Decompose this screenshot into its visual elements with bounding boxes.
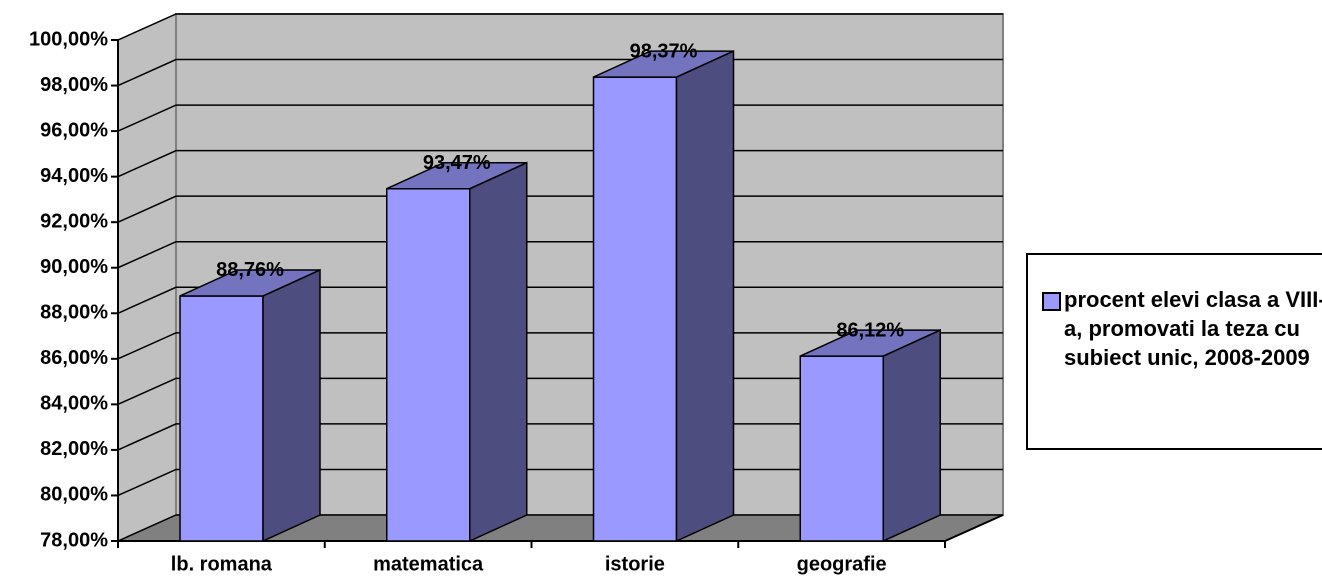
grid-line <box>117 13 1003 41</box>
y-tick-label: 80,00% <box>40 484 108 506</box>
y-tick-label: 82,00% <box>40 438 108 460</box>
value-label: 98,37% <box>630 40 698 62</box>
x-tick-label: geografie <box>797 553 887 575</box>
y-tick-label: 96,00% <box>40 119 108 141</box>
bar-side <box>882 328 941 543</box>
bar-side <box>675 49 735 543</box>
legend-label: procent elevi clasa a VIII-a, promovati … <box>1064 287 1322 370</box>
bar-front <box>592 76 678 542</box>
y-tick-label: 78,00% <box>40 529 108 551</box>
y-tick-label: 86,00% <box>40 347 108 369</box>
bar-front <box>799 355 884 542</box>
y-tick-label: 98,00% <box>40 74 108 96</box>
bar-front <box>386 187 471 542</box>
bar <box>592 49 735 543</box>
bar-top <box>179 269 321 297</box>
value-label: 88,76% <box>216 259 284 281</box>
side-wall <box>117 13 177 542</box>
x-tick-label: matematica <box>373 553 484 575</box>
legend: procent elevi clasa a VIII-a, promovati … <box>1026 253 1322 450</box>
value-label: 86,12% <box>836 319 904 341</box>
bar-top <box>593 50 734 78</box>
legend-swatch <box>1042 292 1061 311</box>
bar-side <box>469 161 528 543</box>
value-label: 93,47% <box>423 152 491 174</box>
bar <box>179 268 321 543</box>
y-tick-label: 84,00% <box>40 393 108 415</box>
y-tick-label: 90,00% <box>40 256 108 278</box>
x-tick-label: lb. romana <box>171 553 273 575</box>
y-tick-label: 88,00% <box>40 302 108 324</box>
x-tick-label: istorie <box>605 553 665 575</box>
y-tick-label: 94,00% <box>40 165 108 187</box>
y-tick-label: 92,00% <box>40 210 108 232</box>
bar <box>386 161 528 543</box>
bar-side <box>262 268 321 543</box>
y-tick-label: 100,00% <box>29 28 108 50</box>
bar <box>799 328 941 543</box>
bar-front <box>179 295 264 542</box>
bar-top <box>799 329 941 357</box>
bar-top <box>386 161 528 190</box>
